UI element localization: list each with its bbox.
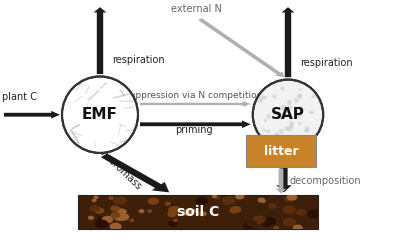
Circle shape <box>177 219 184 223</box>
Circle shape <box>296 210 305 215</box>
Circle shape <box>196 197 208 204</box>
Circle shape <box>283 206 295 213</box>
Circle shape <box>117 209 126 214</box>
Circle shape <box>174 219 177 221</box>
FancyArrow shape <box>101 153 169 192</box>
Circle shape <box>169 222 177 226</box>
Circle shape <box>200 212 206 216</box>
Text: suppression via N competition: suppression via N competition <box>125 91 263 100</box>
Circle shape <box>214 196 220 199</box>
Circle shape <box>253 216 265 223</box>
Text: external N: external N <box>170 4 222 14</box>
Circle shape <box>262 220 272 226</box>
FancyArrow shape <box>276 168 286 194</box>
Circle shape <box>283 204 288 206</box>
Text: necromass: necromass <box>98 148 143 192</box>
Circle shape <box>94 196 98 198</box>
Circle shape <box>95 220 108 228</box>
Circle shape <box>212 195 216 198</box>
Circle shape <box>114 197 126 204</box>
Circle shape <box>90 206 99 211</box>
Circle shape <box>92 199 96 201</box>
Text: necromass: necromass <box>269 110 279 163</box>
Circle shape <box>274 227 278 229</box>
Circle shape <box>98 217 102 219</box>
Circle shape <box>300 220 311 226</box>
Circle shape <box>188 214 198 220</box>
Circle shape <box>262 200 265 202</box>
Circle shape <box>139 210 144 212</box>
Circle shape <box>111 212 120 217</box>
Text: respiration: respiration <box>300 58 353 68</box>
Circle shape <box>268 204 276 208</box>
Ellipse shape <box>62 76 138 153</box>
Circle shape <box>287 195 297 200</box>
Circle shape <box>284 219 296 226</box>
Text: soil C: soil C <box>177 205 219 219</box>
Circle shape <box>95 208 104 213</box>
Text: EMF: EMF <box>82 107 118 122</box>
Circle shape <box>166 202 170 205</box>
Circle shape <box>148 198 158 204</box>
FancyBboxPatch shape <box>78 195 318 229</box>
Circle shape <box>293 225 302 231</box>
Circle shape <box>247 221 256 226</box>
FancyArrow shape <box>140 120 251 128</box>
FancyArrow shape <box>4 111 60 119</box>
FancyArrow shape <box>140 101 251 107</box>
Text: priming: priming <box>175 125 213 135</box>
Circle shape <box>130 219 134 222</box>
Circle shape <box>169 206 180 213</box>
FancyArrow shape <box>282 7 294 77</box>
FancyArrow shape <box>276 151 292 192</box>
Text: decomposition: decomposition <box>289 176 361 186</box>
Circle shape <box>230 208 238 213</box>
Text: plant C: plant C <box>2 92 37 102</box>
Circle shape <box>110 223 121 230</box>
Circle shape <box>244 223 254 228</box>
Circle shape <box>171 205 176 207</box>
Circle shape <box>118 214 128 220</box>
Text: SAP: SAP <box>271 107 305 122</box>
Circle shape <box>143 216 151 221</box>
Circle shape <box>111 206 119 211</box>
Circle shape <box>89 216 93 219</box>
Text: respiration: respiration <box>112 55 165 65</box>
Text: litter: litter <box>264 145 298 158</box>
Circle shape <box>258 198 264 202</box>
FancyArrow shape <box>94 7 106 74</box>
Circle shape <box>308 210 320 217</box>
Circle shape <box>168 212 176 217</box>
Circle shape <box>192 209 199 213</box>
Circle shape <box>192 210 196 212</box>
Circle shape <box>231 206 240 212</box>
Circle shape <box>263 206 268 209</box>
FancyBboxPatch shape <box>246 135 316 167</box>
Ellipse shape <box>253 80 323 150</box>
Circle shape <box>285 197 291 201</box>
Circle shape <box>102 217 112 223</box>
Circle shape <box>236 194 244 199</box>
Circle shape <box>114 214 125 220</box>
Circle shape <box>264 218 275 224</box>
Circle shape <box>98 224 104 227</box>
Circle shape <box>148 210 152 212</box>
FancyArrow shape <box>198 18 284 77</box>
Circle shape <box>109 197 114 199</box>
Circle shape <box>183 210 191 215</box>
Circle shape <box>222 197 235 204</box>
